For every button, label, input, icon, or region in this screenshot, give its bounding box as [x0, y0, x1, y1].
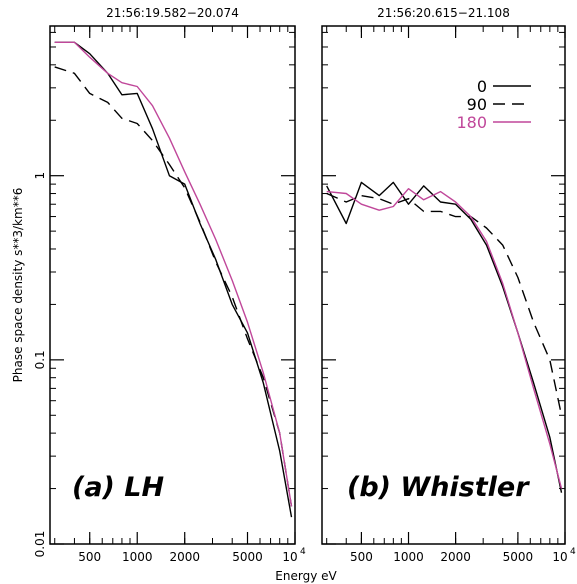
x-tick-label: 500: [78, 550, 101, 564]
x-tick-label: 5000: [232, 550, 263, 564]
plot-frame: [321, 25, 566, 545]
series-line-180: [326, 187, 563, 489]
y-axis-label: Phase space density s**3/km**6: [11, 188, 25, 383]
y-tick-label: 0.1: [33, 350, 47, 369]
series-line-0: [326, 181, 563, 493]
legend-label-0: 0: [477, 77, 487, 96]
y-tick-label: 0.01: [33, 531, 47, 558]
plot-frame: [49, 25, 296, 545]
x-tick-label: 10: [552, 550, 567, 564]
series-line-90: [54, 66, 293, 507]
x-tick-label-exponent: 4: [570, 547, 576, 557]
x-tick-label: 1000: [122, 550, 153, 564]
x-tick-label-exponent: 4: [300, 547, 306, 557]
panel-title: 21:56:20.615−21.108: [377, 6, 510, 20]
x-tick-label: 500: [350, 550, 373, 564]
x-tick-label: 10: [282, 550, 297, 564]
x-tick-label: 2000: [440, 550, 471, 564]
panel-label: (b) Whistler: [347, 472, 530, 503]
legend-label-90: 90: [467, 95, 487, 114]
legend-label-180: 180: [456, 113, 487, 132]
series-line-180: [54, 41, 293, 507]
series-line-90: [326, 192, 563, 416]
panel-b: 21:56:20.615−21.108 500 1000 2000 5000 10 4 (b)…: [321, 6, 576, 564]
panel-title: 21:56:19.582−20.074: [106, 6, 239, 20]
y-tick-label: 1: [33, 172, 47, 180]
series-line-0: [54, 41, 293, 518]
x-axis-label: Energy eV: [275, 569, 337, 583]
x-tick-label: 2000: [169, 550, 200, 564]
x-tick-label: 5000: [503, 550, 534, 564]
panel-a: 21:56:19.582−20.074 500 1000 2000 5000 10 4 0.0…: [33, 6, 306, 564]
panel-label: (a) LH: [72, 472, 165, 503]
x-tick-label: 1000: [393, 550, 424, 564]
